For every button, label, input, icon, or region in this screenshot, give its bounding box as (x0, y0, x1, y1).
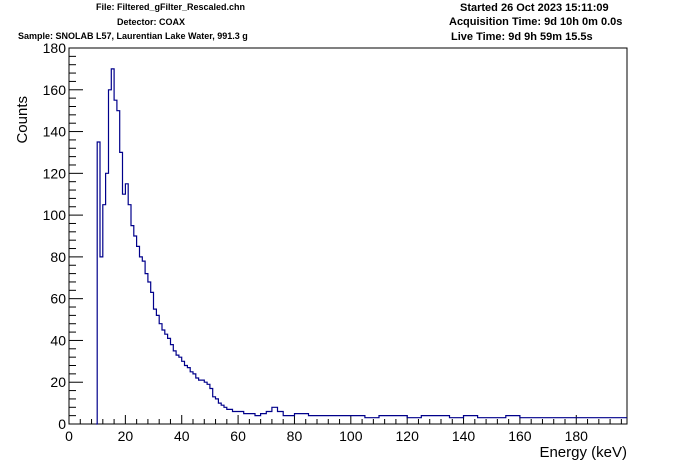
axis-ticks: 0 20 40 60 80 100 120 140 160 180 0 20 40 60 80 100 120 1… (43, 40, 622, 444)
y-tick-label: 0 (58, 416, 66, 432)
spectrum-series (96, 68, 627, 425)
x-tick-label: 140 (452, 428, 476, 444)
plot-frame (68, 47, 628, 425)
x-tick-label: 40 (174, 428, 190, 444)
y-tick-label: 180 (43, 40, 67, 56)
x-tick-label: 160 (508, 428, 532, 444)
y-tick-label: 80 (50, 249, 66, 265)
x-tick-label: 60 (230, 428, 246, 444)
x-tick-label: 100 (339, 428, 363, 444)
y-axis-label: Counts (14, 96, 31, 144)
y-tick-label: 140 (43, 124, 67, 140)
detector-label: Detector: COAX (117, 17, 186, 27)
y-tick-label: 160 (43, 82, 67, 98)
y-tick-label: 100 (43, 207, 67, 223)
acquisition-time: Acquisition Time: 9d 10h 0m 0.0s (449, 16, 623, 28)
x-tick-label: 0 (65, 428, 73, 444)
y-tick-label: 40 (50, 332, 66, 348)
sample-label: Sample: SNOLAB L57, Laurentian Lake Wate… (18, 31, 248, 41)
series-line (96, 68, 627, 425)
y-tick-label: 20 (50, 374, 66, 390)
x-tick-label: 80 (287, 428, 303, 444)
x-axis-label: Energy (keV) (539, 444, 627, 461)
x-tick-label: 180 (565, 428, 589, 444)
x-tick-label: 20 (118, 428, 134, 444)
start-time: Started 26 Oct 2023 15:11:09 (460, 2, 609, 14)
file-name: File: Filtered_gFilter_Rescaled.chn (96, 2, 246, 12)
live-time: Live Time: 9d 9h 59m 15.5s (451, 31, 593, 43)
y-tick-label: 60 (50, 291, 66, 307)
x-tick-label: 120 (396, 428, 420, 444)
y-tick-label: 120 (43, 165, 67, 181)
